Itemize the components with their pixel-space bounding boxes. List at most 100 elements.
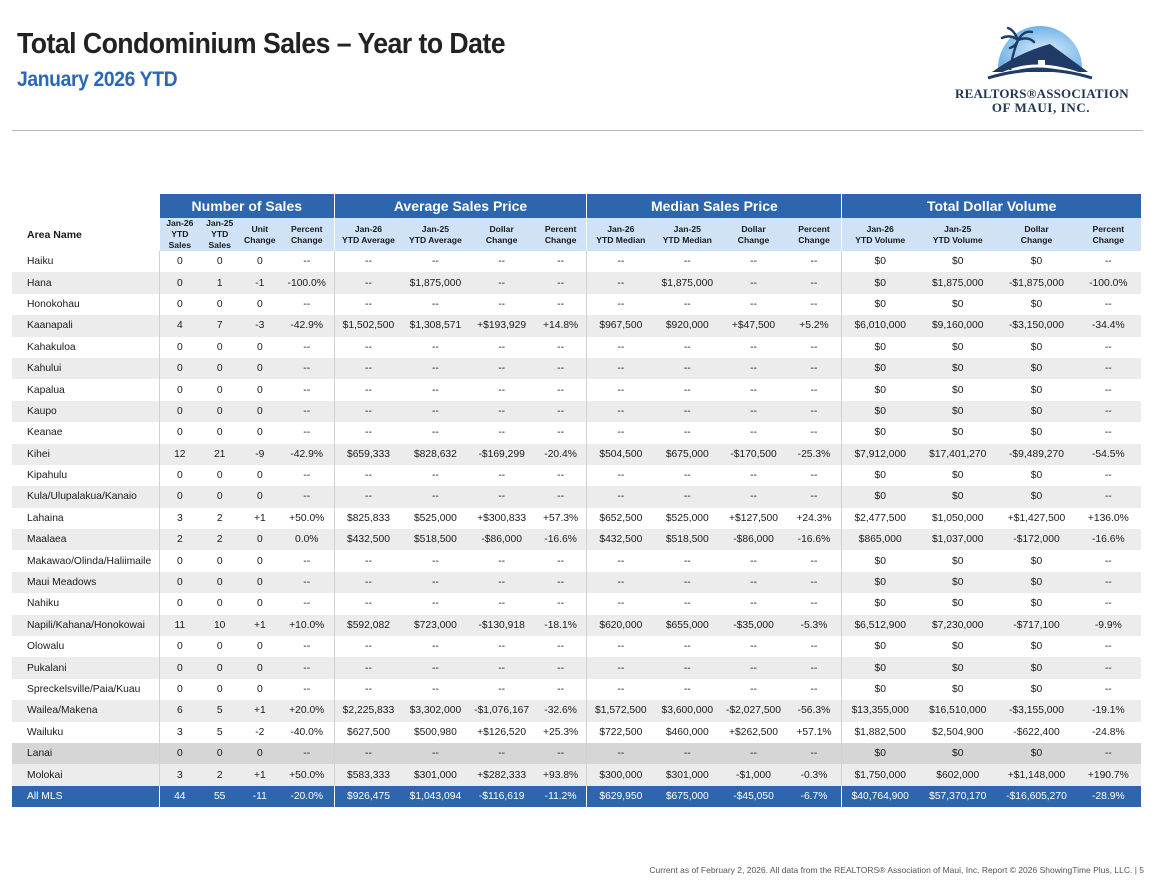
data-cell: $926,475 [333,785,403,808]
data-cell: -34.4% [1075,315,1141,337]
data-cell: $0 [918,678,998,701]
data-cell: 5 [199,721,240,743]
data-cell: -- [1075,357,1141,380]
data-cell: -- [534,636,587,658]
data-cell: -- [786,742,842,765]
data-cell: -9.9% [1075,614,1141,637]
data-cell: -- [586,251,655,273]
data-cell: $0 [841,379,919,401]
house-palm-logo-icon [987,26,1093,80]
data-cell: -- [402,550,469,572]
data-cell: -- [720,464,787,487]
data-cell: -- [279,550,335,572]
data-cell: -- [720,636,787,658]
data-cell: -- [720,293,787,316]
data-cell: $0 [918,657,998,679]
data-cell: -- [720,379,787,401]
data-cell: -- [468,379,535,401]
data-cell: -- [279,636,335,658]
data-cell: $57,370,170 [918,785,998,808]
data-cell: 0 [239,422,280,444]
data-cell: -- [720,400,787,423]
data-cell: -- [720,657,787,679]
data-cell: 0 [158,678,200,701]
column-header: Jan-25 YTD Sales [199,218,240,251]
data-cell: -$169,299 [468,443,535,465]
table-row: Kahului 0 0 0 -- -- -- -- -- -- -- -- -- $0 $0 $0 -- [12,357,1141,380]
data-cell: -- [1075,571,1141,594]
table-row: Kapalua 0 0 0 -- -- -- -- -- -- -- -- -- $0 $0 $0 -- [12,379,1141,401]
data-cell: -- [654,657,721,679]
data-cell: -- [279,464,335,487]
data-cell: $13,355,000 [841,700,919,722]
data-cell: -$86,000 [468,529,535,551]
data-cell: -- [654,742,721,765]
data-cell: 0 [239,657,280,679]
data-cell: -- [786,464,842,487]
table-row: Kula/Ulupalakua/Kanaio 0 0 0 -- -- -- -- -- -- -- -… [12,486,1141,508]
data-cell: +$300,833 [468,507,535,530]
data-cell: -$9,489,270 [997,443,1076,465]
data-cell: -16.6% [1075,529,1141,551]
area-name-cell: Molokai [12,764,160,786]
data-cell: -- [402,400,469,423]
area-name-cell: Kipahulu [12,464,160,487]
data-cell: +1 [239,614,280,637]
data-cell: -- [1075,400,1141,423]
data-cell: -- [720,486,787,508]
table-row: Wailea/Makena 6 5 +1 +20.0% $2,225,833 $3,302,… [12,700,1141,722]
column-header-row: Area Name Jan-26 YTD Sales Jan-25 YTD Sal… [12,218,1141,251]
data-cell: 0 [239,593,280,615]
area-name-cell: Napili/Kahana/Honokowai [12,614,160,637]
data-cell: 0 [158,357,200,380]
data-cell: $0 [918,593,998,615]
data-cell: $16,510,000 [918,700,998,722]
data-cell: -- [333,336,403,358]
data-cell: 3 [158,721,200,743]
data-cell: 21 [199,443,240,465]
data-cell: 0 [199,422,240,444]
table-row: Haiku 0 0 0 -- -- -- -- -- -- -- -- -- $0 $0 $0 -- [12,251,1141,273]
data-cell: +$1,148,000 [997,764,1076,786]
data-cell: -- [720,357,787,380]
data-cell: -- [786,486,842,508]
data-cell: $9,160,000 [918,315,998,337]
data-cell: 0 [199,251,240,273]
data-cell: -- [786,336,842,358]
data-cell: $0 [841,486,919,508]
data-cell: 0 [158,379,200,401]
data-cell: -- [720,336,787,358]
data-cell: $0 [918,550,998,572]
data-cell: -- [586,336,655,358]
column-header: Jan-25 YTD Average [402,218,469,251]
data-cell: -- [333,422,403,444]
data-cell: -- [468,571,535,594]
data-cell: 0 [158,293,200,316]
area-name-cell: Kihei [12,443,160,465]
data-cell: 0 [199,357,240,380]
data-cell: -- [1075,636,1141,658]
data-cell: -- [654,336,721,358]
data-cell: $602,000 [918,764,998,786]
data-cell: -- [586,593,655,615]
data-cell: 0 [199,336,240,358]
data-cell: -- [786,571,842,594]
data-cell: $2,504,900 [918,721,998,743]
data-cell: +93.8% [534,764,587,786]
data-cell: $0 [841,742,919,765]
data-cell: -- [333,678,403,701]
table-row: Maalaea 2 2 0 0.0% $432,500 $518,500 -$86,000 -1… [12,529,1141,551]
area-name-cell: Spreckelsville/Paia/Kuau [12,678,160,701]
data-cell: -$170,500 [720,443,787,465]
data-cell: -- [468,357,535,380]
table-row: Kaupo 0 0 0 -- -- -- -- -- -- -- -- -- $0 $0 $0 -- [12,400,1141,423]
data-cell: -$622,400 [997,721,1076,743]
data-cell: -- [720,550,787,572]
data-cell: -2 [239,721,280,743]
data-cell: -- [654,486,721,508]
data-cell: -- [1075,550,1141,572]
data-cell: -- [468,272,535,294]
data-cell: $0 [841,657,919,679]
data-cell: 0 [158,742,200,765]
data-cell: -- [468,636,535,658]
